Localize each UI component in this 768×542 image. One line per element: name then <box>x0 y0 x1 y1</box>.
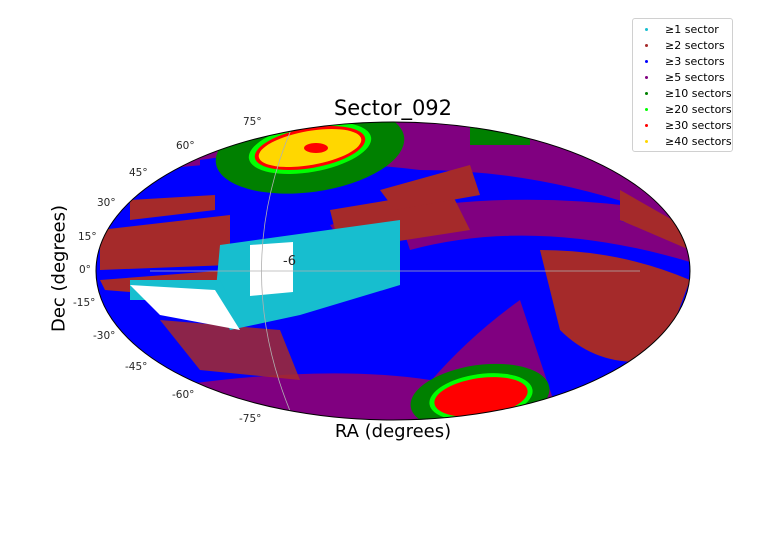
legend-item: ≥10 sectors <box>633 85 732 101</box>
legend-label: ≥5 sectors <box>665 70 725 84</box>
dec-tick: -75° <box>239 413 262 425</box>
dec-tick: 15° <box>78 231 97 243</box>
dec-tick: 0° <box>79 264 91 276</box>
marker-icon <box>645 27 648 31</box>
marker-icon <box>645 108 648 112</box>
dec-tick: -45° <box>125 361 148 373</box>
legend-item: ≥3 sectors <box>633 53 732 69</box>
legend-label: ≥2 sectors <box>665 38 725 52</box>
dec-tick: -60° <box>172 389 195 401</box>
legend-item: ≥20 sectors <box>633 101 732 117</box>
dec-tick: 75° <box>243 116 262 128</box>
legend-item: ≥2 sectors <box>633 37 732 53</box>
legend-item: ≥5 sectors <box>633 69 732 85</box>
marker-icon <box>645 91 648 95</box>
legend-label: ≥1 sector <box>665 22 719 36</box>
ra-tick: -6 <box>283 254 296 269</box>
x-axis-label: RA (degrees) <box>334 421 452 442</box>
dec-tick: 45° <box>129 167 148 179</box>
dec-tick: 30° <box>97 197 116 209</box>
marker-icon <box>645 75 648 79</box>
legend-label: ≥3 sectors <box>665 54 725 68</box>
chart-title: Sector_092 <box>333 96 453 120</box>
dec-tick: -15° <box>73 297 96 309</box>
legend-item: ≥1 sector <box>633 21 732 37</box>
legend: ≥1 sector ≥2 sectors ≥3 sectors ≥5 secto… <box>632 18 733 152</box>
marker-icon <box>645 124 648 128</box>
legend-label: ≥20 sectors <box>665 103 732 117</box>
legend-item: ≥30 sectors <box>633 118 732 134</box>
legend-label: ≥40 sectors <box>665 135 732 149</box>
legend-label: ≥10 sectors <box>665 86 732 100</box>
legend-item: ≥40 sectors <box>633 134 732 150</box>
dec-tick: -30° <box>93 330 116 342</box>
marker-icon <box>645 43 648 47</box>
dec-tick: 60° <box>176 140 195 152</box>
marker-icon <box>645 59 648 63</box>
marker-icon <box>645 140 648 144</box>
legend-label: ≥30 sectors <box>665 119 732 133</box>
y-axis-label: Dec (degrees) <box>48 204 70 333</box>
